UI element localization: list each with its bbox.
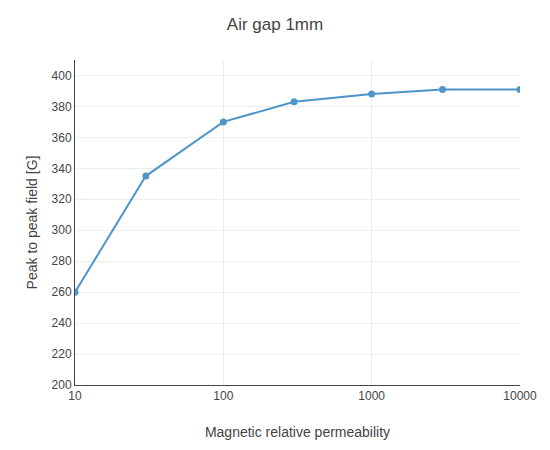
svg-text:1000: 1000 xyxy=(358,389,385,403)
svg-text:Magnetic relative permeability: Magnetic relative permeability xyxy=(205,424,390,440)
svg-text:300: 300 xyxy=(52,223,72,237)
svg-text:240: 240 xyxy=(52,316,72,330)
svg-text:320: 320 xyxy=(52,192,72,206)
svg-text:10000: 10000 xyxy=(503,389,537,403)
svg-text:360: 360 xyxy=(52,131,72,145)
svg-text:220: 220 xyxy=(52,347,72,361)
svg-text:100: 100 xyxy=(213,389,233,403)
svg-text:200: 200 xyxy=(52,378,72,392)
svg-text:10: 10 xyxy=(68,389,82,403)
svg-text:380: 380 xyxy=(52,100,72,114)
svg-text:400: 400 xyxy=(52,69,72,83)
svg-text:280: 280 xyxy=(52,254,72,268)
svg-text:Peak to peak field [G]: Peak to peak field [G] xyxy=(24,156,40,290)
svg-text:340: 340 xyxy=(52,162,72,176)
svg-text:260: 260 xyxy=(52,285,72,299)
svg-text:Air gap 1mm: Air gap 1mm xyxy=(227,15,323,34)
